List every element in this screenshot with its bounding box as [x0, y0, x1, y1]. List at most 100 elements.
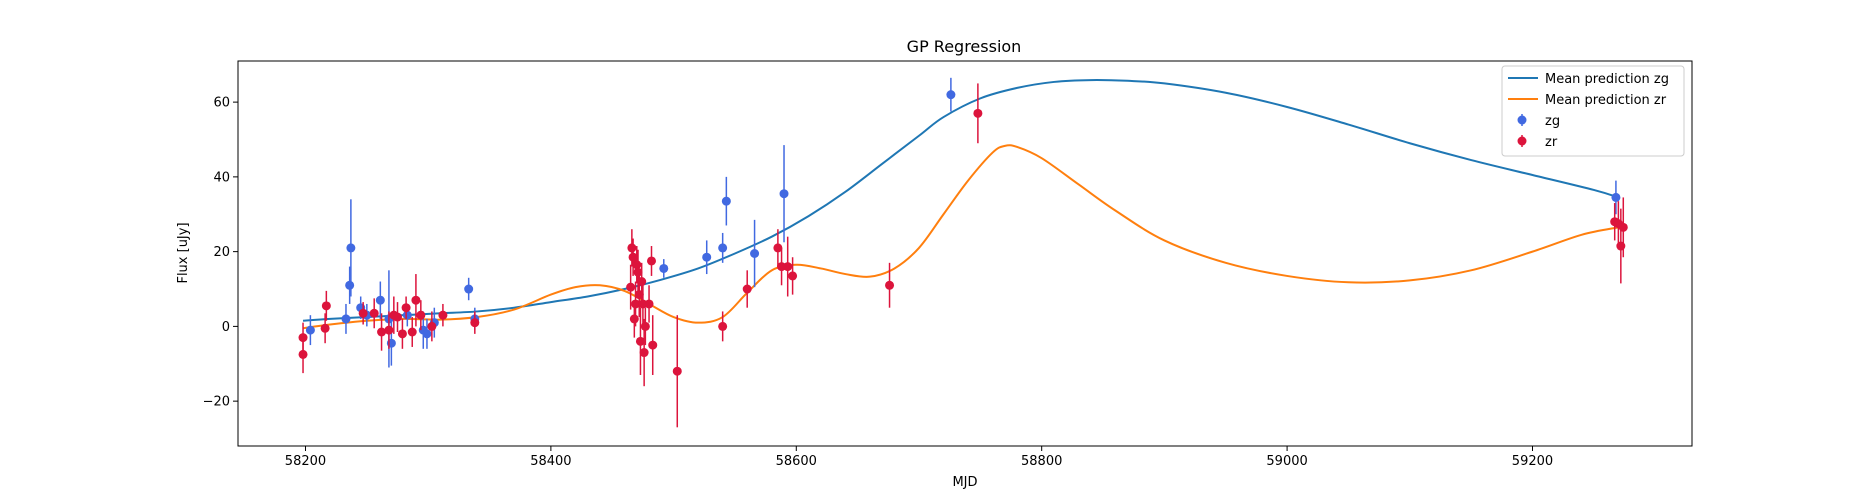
marker-zg — [422, 329, 432, 339]
y-tick-label: 40 — [213, 170, 230, 185]
data-point-zr — [321, 290, 331, 321]
data-point-zr — [397, 318, 407, 349]
x-tick-label: 59000 — [1266, 454, 1307, 469]
legend-box — [1501, 65, 1685, 157]
data-point-zr — [648, 315, 658, 375]
marker-zg — [702, 252, 712, 262]
data-point-zg — [341, 303, 351, 334]
marker-zg — [946, 90, 956, 100]
marker-zg — [464, 284, 474, 294]
mean-prediction-line-zr — [302, 144, 1619, 330]
marker-zr — [648, 340, 658, 350]
data-point-zr — [427, 311, 437, 342]
y-tick-label: 0 — [222, 320, 230, 335]
legend-label-zg: zg — [1545, 114, 1560, 129]
x-tick-label: 58800 — [1021, 454, 1062, 469]
plot-content — [298, 77, 1628, 428]
marker-zr — [358, 308, 368, 318]
chart-title: GP Regression — [907, 37, 1022, 56]
data-point-zr — [320, 313, 330, 344]
legend-label-zr-prediction: Mean prediction zr — [1545, 93, 1667, 108]
data-point-zg — [659, 259, 669, 278]
data-point-zr — [628, 238, 638, 276]
y-tick-label: 20 — [213, 245, 230, 260]
marker-zg — [779, 189, 789, 199]
data-point-zg — [750, 219, 760, 288]
marker-zr — [416, 310, 426, 320]
data-point-zg — [375, 281, 385, 319]
data-point-zr — [631, 281, 641, 327]
mean-prediction-line-zg — [302, 79, 1619, 322]
data-point-zr — [416, 300, 426, 331]
data-point-zg — [946, 77, 956, 112]
data-point-zr — [647, 246, 657, 276]
data-point-zr — [640, 307, 650, 346]
marker-zg — [1611, 192, 1621, 202]
marker-zg — [750, 249, 760, 258]
marker-zr — [470, 318, 480, 328]
marker-zr — [742, 284, 752, 294]
marker-zr — [397, 329, 407, 339]
data-point-zr — [672, 315, 682, 428]
data-point-zg — [422, 318, 432, 349]
legend-marker-zg — [1517, 115, 1527, 125]
marker-zr — [321, 301, 331, 311]
x-tick-label: 58200 — [285, 454, 326, 469]
data-point-zr — [633, 249, 643, 295]
data-point-zr — [773, 229, 783, 267]
marker-zr — [718, 321, 728, 331]
data-point-zg — [305, 315, 315, 346]
y-tick-label: 60 — [213, 96, 230, 111]
data-point-zr — [626, 264, 636, 310]
marker-zg — [375, 295, 385, 305]
data-point-zr — [637, 262, 647, 301]
marker-zr — [637, 277, 647, 287]
marker-zr — [885, 280, 895, 290]
data-point-zg — [721, 176, 731, 226]
marker-zr — [644, 299, 654, 309]
data-point-zr — [377, 313, 387, 351]
marker-zg — [341, 314, 351, 324]
legend-marker-zr — [1517, 136, 1527, 146]
marker-zr — [628, 252, 638, 262]
marker-zr — [384, 325, 394, 335]
y-axis-label: Flux [uJy] — [176, 222, 191, 283]
data-point-zg — [702, 240, 712, 275]
marker-zr — [631, 299, 641, 309]
marker-zg — [721, 196, 731, 206]
data-point-zg — [346, 199, 356, 297]
data-point-zr — [358, 302, 368, 325]
y-axis-ticks: −20 0 20 40 60 — [203, 96, 238, 410]
marker-zr — [672, 366, 682, 376]
marker-zg — [659, 263, 669, 273]
marker-zr — [788, 271, 798, 281]
marker-zr — [427, 321, 437, 331]
data-point-zg — [779, 145, 789, 243]
data-point-zr — [783, 236, 793, 297]
data-point-zr — [644, 285, 654, 323]
marker-zr — [320, 323, 330, 333]
y-tick-label: −20 — [203, 395, 230, 410]
marker-zr — [973, 108, 983, 118]
x-tick-label: 58600 — [776, 454, 817, 469]
data-point-zr — [635, 307, 645, 375]
data-point-zr — [411, 274, 421, 327]
marker-zr — [298, 349, 308, 359]
legend-label-zg-prediction: Mean prediction zg — [1545, 72, 1669, 87]
marker-zr — [635, 336, 645, 346]
marker-zr — [1618, 222, 1628, 232]
data-point-zg — [1611, 180, 1621, 215]
marker-zg — [346, 243, 356, 253]
legend-label-zr: zr — [1545, 135, 1558, 150]
data-point-zr — [401, 296, 411, 319]
x-axis-label: MJD — [952, 475, 977, 490]
marker-zr — [411, 295, 421, 305]
marker-zr — [633, 267, 643, 277]
data-point-zr — [393, 302, 403, 332]
marker-zr — [377, 327, 387, 337]
data-point-zg — [718, 232, 728, 263]
data-point-zr — [788, 257, 798, 295]
marker-zr — [393, 312, 403, 322]
marker-zr — [639, 348, 649, 358]
